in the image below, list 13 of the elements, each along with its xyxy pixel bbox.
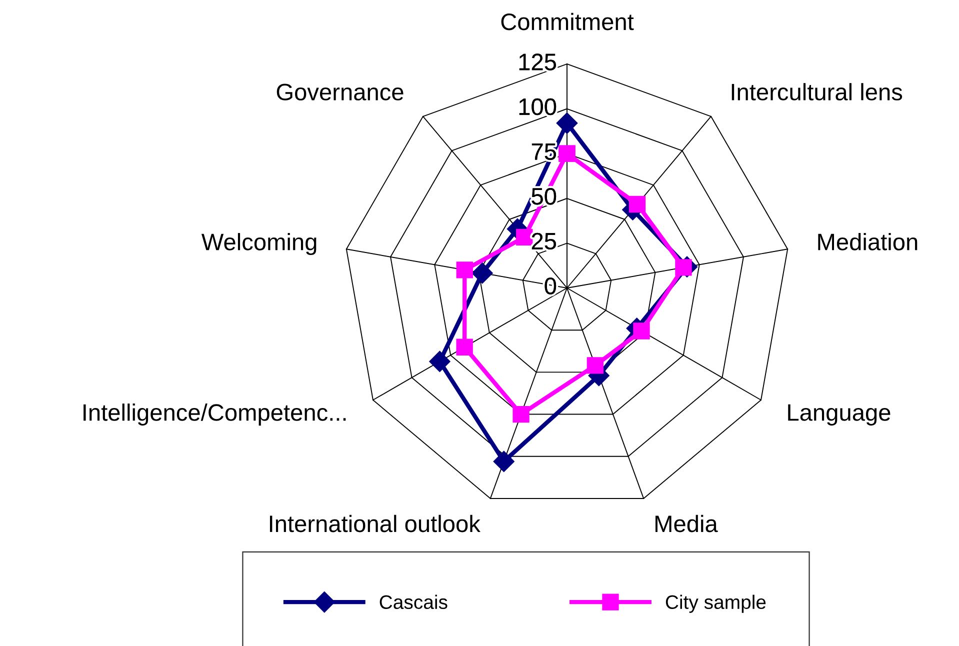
spoke-label: Welcoming: [201, 233, 316, 256]
spoke-label: Intercultural lens: [732, 83, 902, 100]
legend-label: City sample: [666, 594, 766, 613]
spoke-label: Intelligence/Competenc...: [84, 404, 346, 426]
spoke-label: Governance: [276, 84, 404, 100]
spoke-label: Media: [656, 514, 718, 532]
spoke-label: Language: [788, 404, 890, 426]
spoke-label: Mediation: [818, 233, 918, 250]
legend-label: Cascais: [380, 594, 448, 610]
spoke-label: International outlook: [270, 514, 480, 532]
spoke-label: Commitment: [501, 12, 634, 30]
y-tick-label: 125: [519, 54, 556, 70]
y-tick-label: 100: [519, 98, 556, 116]
